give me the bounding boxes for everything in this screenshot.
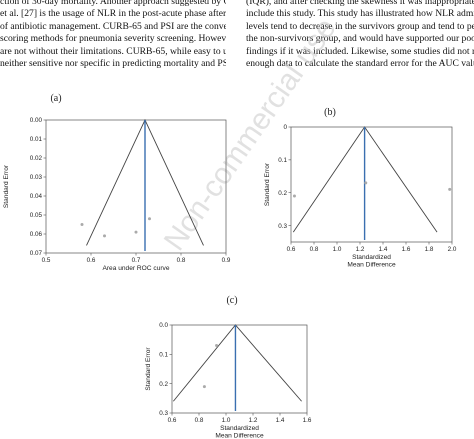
study-point [364, 181, 368, 185]
x-axis-title: Standardized [352, 254, 391, 261]
y-tick-label: 0.01 [30, 136, 43, 143]
y-tick-label: 0.1 [159, 352, 168, 359]
y-tick-label: 0.00 [30, 117, 43, 124]
y-tick-label: 0.05 [30, 212, 43, 219]
x-axis-title: Area under ROC curve [102, 265, 169, 272]
x-tick-label: 0.6 [287, 246, 296, 253]
y-tick-label: 0.1 [278, 157, 287, 164]
funnel-plot-panel: (a) 0.5 0.6 0.7 0.8 0.9 0.00 0.01 0.02 0.03 0.04 0.… [3, 93, 231, 272]
y-axis-title: Standard Error [264, 162, 271, 206]
y-axis-title: Standard Error [145, 347, 152, 391]
y-tick-label: 0 [283, 124, 287, 131]
x-tick-label: 1.2 [356, 246, 365, 253]
x-tick-label: 1.4 [276, 417, 285, 424]
y-tick-label: 0.06 [30, 231, 43, 238]
left-column-line: scoring methods for pneumonia severity s… [0, 33, 226, 45]
x-tick-label: 0.9 [222, 257, 231, 264]
body-text-right-column: (IQR), and after checking the skewness i… [246, 0, 474, 70]
x-tick-label: 0.6 [168, 417, 177, 424]
study-point [215, 344, 219, 348]
y-tick-label: 0.04 [30, 193, 43, 200]
y-axis-title: Standard Error [3, 164, 10, 208]
y-tick-label: 0.0 [159, 322, 168, 329]
panel-label: (b) [324, 107, 336, 118]
funnel-plot-panel: (b) 0.6 0.8 1.0 1.2 1.4 1.6 1.8 2.0 0 0.1 0.2 0.3 Sta… [264, 107, 457, 269]
study-point [292, 194, 296, 198]
x-tick-label: 1.6 [402, 246, 411, 253]
study-point [448, 187, 452, 191]
funnel-plot-panel: (c) 0.6 0.8 1.0 1.2 1.4 1.6 0.0 0.1 0.2 0.3 Standar… [145, 295, 312, 439]
right-column-line: levels tend to decrease in the survivors… [246, 20, 474, 32]
study-point [103, 234, 106, 238]
left-column-line: are not without their limitations. CURB-… [0, 45, 226, 57]
study-point [202, 385, 206, 389]
left-column-line: neither sensitive nor specific in predic… [0, 57, 226, 69]
x-tick-label: 0.8 [195, 417, 204, 424]
y-tick-label: 0.2 [159, 381, 168, 388]
x-tick-label: 0.8 [177, 257, 186, 264]
x-tick-label: 0.6 [87, 257, 96, 264]
funnel-boundary [173, 324, 302, 402]
watermark: Non-commercial use [158, 12, 343, 256]
left-column-line: ction of 30-day mortality. Another appro… [0, 0, 226, 7]
x-axis-title: Mean Difference [215, 433, 264, 439]
panel-label: (c) [226, 295, 237, 306]
study-point [80, 223, 84, 226]
plot-frame [290, 126, 453, 243]
x-axis-title: Mean Difference [347, 262, 396, 269]
x-tick-label: 1.2 [249, 417, 258, 424]
y-tick-label: 0.02 [30, 155, 43, 162]
plot-frame [171, 324, 308, 414]
y-tick-label: 0.3 [159, 410, 168, 417]
right-column-line: findings if it was included. Likewise, s… [246, 45, 474, 57]
panel-label: (a) [50, 93, 61, 104]
x-tick-label: 2.0 [448, 246, 457, 253]
left-column-line: et al. [27] is the usage of NLR in the p… [0, 8, 226, 20]
body-text-left-column: ction of 30-day mortality. Another appro… [0, 0, 226, 70]
x-tick-label: 1.4 [379, 246, 388, 253]
y-tick-label: 0.3 [278, 223, 287, 230]
right-column-line: the non-survivors group, and would have … [246, 33, 474, 45]
x-tick-label: 1.8 [425, 246, 434, 253]
left-column-line: of antibiotic management. CURB-65 and PS… [0, 20, 226, 32]
right-column-line: (IQR), and after checking the skewness i… [246, 0, 474, 7]
x-tick-label: 1.0 [333, 246, 342, 253]
y-tick-label: 0.2 [278, 190, 287, 197]
x-tick-label: 0.8 [310, 246, 319, 253]
right-column-line: enough data to calculate the standard er… [246, 57, 474, 69]
x-tick-label: 1.6 [303, 417, 312, 424]
right-column-line: include this study. This study has illus… [246, 8, 474, 20]
x-tick-label: 0.7 [132, 257, 141, 264]
y-tick-label: 0.03 [30, 174, 43, 181]
y-tick-label: 0.07 [30, 250, 43, 257]
x-tick-label: 1.0 [222, 417, 231, 424]
study-point [148, 217, 151, 221]
study-point [134, 230, 138, 234]
x-axis-title: Standardized [220, 425, 259, 432]
x-tick-label: 0.5 [42, 257, 51, 264]
